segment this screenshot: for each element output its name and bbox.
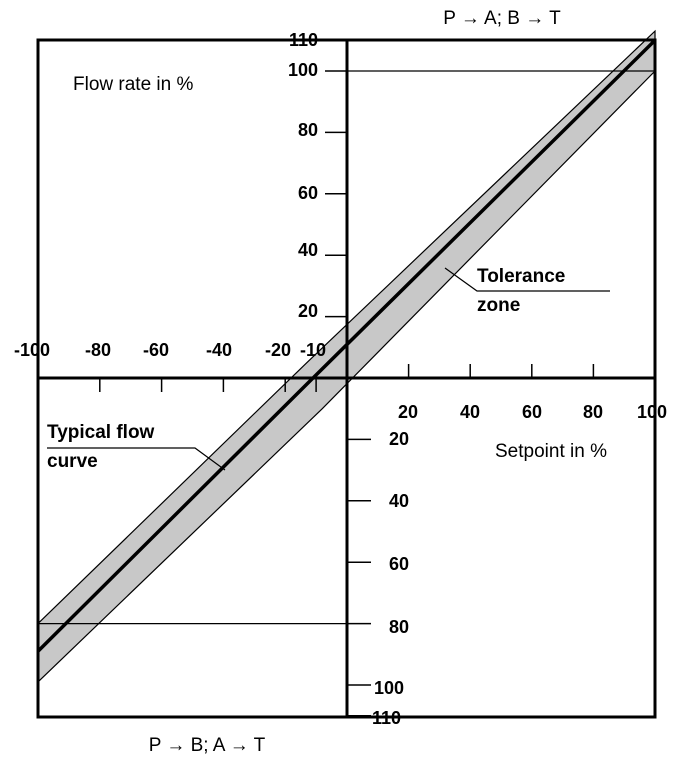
x-tick-label: 40: [460, 402, 480, 422]
typical-flow-label: curve: [47, 451, 98, 472]
axis-ticks: [99, 39, 595, 717]
x-tick-label: 60: [522, 402, 542, 422]
y-tick-label: 20: [389, 429, 409, 449]
y-tick-label: 110: [372, 708, 401, 728]
bottom-title: P → B; A → T: [149, 735, 266, 756]
y-tick-label: 100: [374, 678, 404, 698]
top-title: P → A; B → T: [443, 8, 561, 29]
x-tick-label: -20: [265, 340, 291, 360]
tolerance-zone-label: Tolerance: [477, 266, 565, 287]
x-tick-label: -10: [300, 340, 326, 360]
typical-flow-leader: [47, 447, 226, 471]
y-tick-label: 60: [298, 183, 318, 203]
y-tick-label: 60: [389, 554, 409, 574]
x-tick-label: -40: [206, 340, 232, 360]
tolerance-zone-leader: [444, 267, 610, 292]
x-tick-label: 80: [583, 402, 603, 422]
x-tick-label: 100: [637, 402, 667, 422]
x-tick-label: -60: [143, 340, 169, 360]
tolerance-zone-label: zone: [477, 295, 520, 316]
y-axis-label: Flow rate in %: [73, 74, 193, 95]
x-axis-label: Setpoint in %: [495, 441, 607, 462]
typical-flow-label: Typical flow: [47, 422, 155, 443]
x-tick-label: -100: [14, 340, 50, 360]
y-tick-label: 40: [298, 240, 318, 260]
x-tick-label: -80: [85, 340, 111, 360]
y-tick-label: 80: [298, 120, 318, 140]
y-tick-label: 100: [288, 60, 318, 80]
y-tick-label: 80: [389, 617, 409, 637]
y-tick-label: 40: [389, 491, 409, 511]
x-tick-label: 20: [398, 402, 418, 422]
y-tick-label: 20: [298, 301, 318, 321]
y-tick-label: 110: [289, 30, 318, 50]
